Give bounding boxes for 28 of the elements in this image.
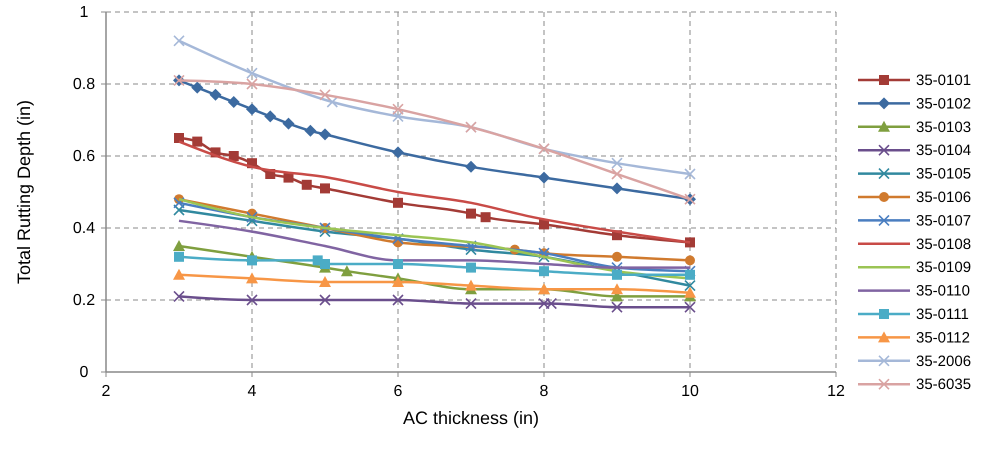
- legend-label: 35-0108: [916, 236, 972, 253]
- legend-label: 35-0109: [916, 259, 972, 276]
- legend-label: 35-0102: [916, 95, 972, 112]
- x-tick-label: 12: [827, 383, 845, 400]
- y-axis-title: Total Rutting Depth (in): [14, 100, 34, 284]
- legend-label: 35-0101: [916, 72, 972, 89]
- legend-label: 35-2006: [916, 352, 972, 370]
- legend-label: 35-0112: [916, 329, 970, 346]
- x-tick-label: 8: [540, 383, 549, 400]
- legend-label: 35-0110: [916, 282, 970, 300]
- legend-label: 35-6035: [916, 376, 972, 394]
- x-tick-label: 4: [248, 383, 257, 400]
- y-tick-label: 1: [80, 4, 89, 21]
- y-tick-label: 0: [80, 364, 89, 381]
- legend-label: 35-0103: [916, 118, 972, 136]
- x-tick-label: 10: [681, 383, 699, 400]
- legend-label: 35-0111: [916, 306, 969, 323]
- y-tick-label: 0.2: [72, 292, 96, 309]
- legend-label: 35-0105: [916, 166, 972, 183]
- x-tick-label: 6: [394, 383, 403, 400]
- x-tick-label: 2: [102, 383, 111, 400]
- y-tick-label: 0.6: [72, 148, 96, 165]
- x-axis-title: AC thickness (in): [402, 408, 540, 428]
- legend-label: 35-0106: [916, 189, 972, 206]
- legend-label: 35-0107: [916, 212, 972, 230]
- y-tick-label: 0.4: [72, 220, 96, 237]
- legend-label: 35-0104: [916, 142, 972, 160]
- y-tick-label: 0.8: [72, 76, 96, 93]
